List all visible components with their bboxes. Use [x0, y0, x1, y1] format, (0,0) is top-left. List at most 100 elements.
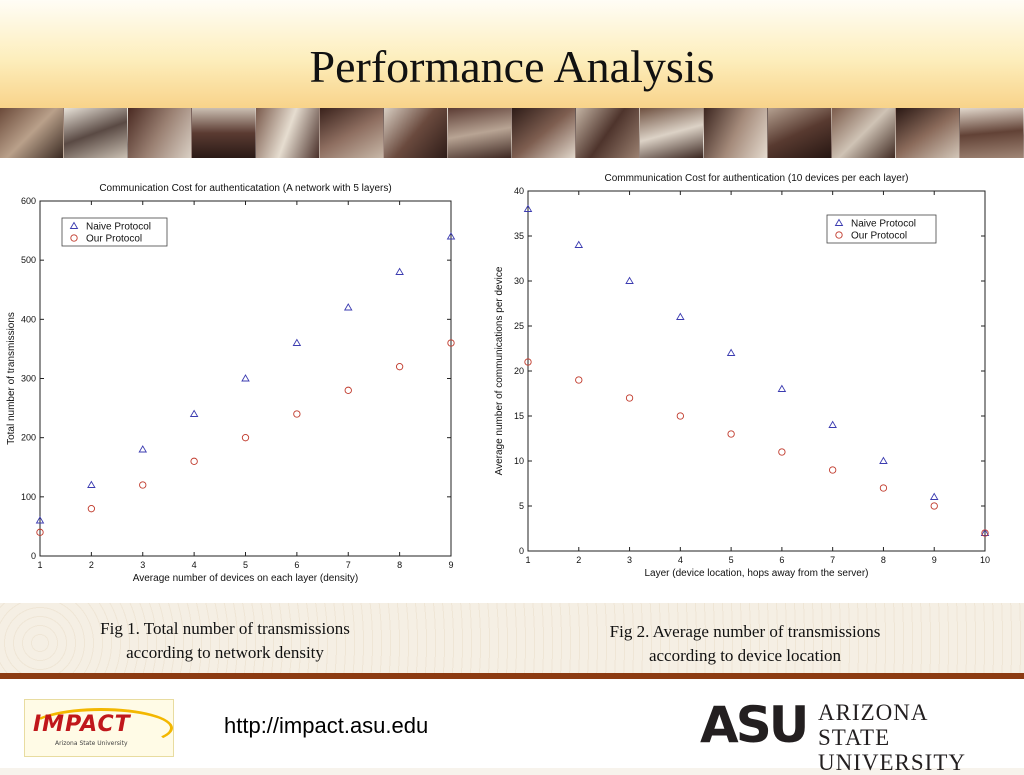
chart-title: Commmunication Cost for authentication (…: [604, 173, 908, 184]
y-tick-label: 100: [21, 492, 36, 502]
legend-entry-label: Our Protocol: [86, 234, 142, 245]
y-tick-label: 300: [21, 374, 36, 384]
our-protocol-point: [87, 505, 96, 513]
y-tick-label: 30: [514, 276, 524, 286]
legend-box: [61, 217, 168, 247]
photo-tile: [64, 108, 128, 158]
naive-protocol-point: [241, 374, 250, 382]
photo-tile: [576, 108, 640, 158]
website-url[interactable]: http://impact.asu.edu: [224, 713, 429, 738]
x-tick-label: 3: [140, 560, 145, 570]
x-tick-label: 2: [89, 560, 94, 570]
caption-line: according to network density: [126, 643, 324, 662]
y-tick-label: 40: [514, 186, 524, 196]
our-protocol-point: [930, 502, 938, 510]
our-protocol-point: [190, 457, 198, 465]
y-tick-label: 15: [514, 411, 524, 421]
our-protocol-point: [447, 339, 455, 347]
naive-protocol-point: [138, 445, 148, 453]
figure-1-caption: Fig 1. Total number of transmissions acc…: [60, 617, 390, 665]
legend-entry-label: Our Protocol: [851, 231, 907, 242]
caption-line: according to device location: [648, 646, 842, 665]
asu-logo-line: UNIVERSITY: [818, 750, 966, 775]
x-tick-label: 9: [932, 555, 937, 565]
naive-protocol-point: [625, 276, 634, 284]
naive-protocol-point: [980, 528, 990, 536]
photo-tile: [832, 108, 896, 158]
slide-title: Performance Analysis: [309, 41, 715, 92]
swoosh-icon: [29, 708, 173, 748]
our-protocol-point: [879, 484, 888, 492]
naive-protocol-point: [828, 420, 837, 428]
our-protocol-point: [524, 358, 532, 366]
y-axis-label: Average number of communications per dev…: [494, 266, 505, 475]
x-tick-label: 5: [243, 560, 248, 570]
naive-protocol-point: [676, 312, 685, 320]
legend-entry-label: Naive Protocol: [851, 219, 916, 230]
asu-logo-line: ARIZONA STATE: [818, 700, 928, 750]
x-tick-label: 4: [192, 560, 197, 570]
our-protocol-point: [625, 394, 634, 402]
naive-protocol-point: [446, 232, 456, 240]
our-protocol-point: [139, 481, 147, 489]
x-tick-label: 7: [830, 555, 835, 565]
asu-logo-name: ARIZONA STATE UNIVERSITY: [818, 700, 1000, 775]
naive-protocol-point: [929, 492, 939, 500]
plot-frame: [527, 190, 986, 552]
y-tick-label: 10: [514, 456, 524, 466]
legend-entry-label: Naive Protocol: [86, 222, 151, 233]
naive-protocol-point: [523, 204, 533, 212]
slide-header: Performance Analysis: [0, 0, 1024, 108]
naive-protocol-point: [777, 384, 787, 392]
x-tick-label: 2: [576, 555, 581, 565]
y-tick-label: 35: [514, 231, 524, 241]
naive-protocol-point: [189, 409, 199, 417]
our-protocol-point: [575, 376, 583, 384]
y-tick-label: 200: [21, 433, 36, 443]
x-tick-label: 1: [525, 555, 530, 565]
x-tick-label: 7: [346, 560, 351, 570]
y-tick-label: 20: [514, 366, 524, 376]
y-tick-label: 25: [514, 321, 524, 331]
x-axis-label: Average number of devices on each layer …: [133, 573, 359, 584]
our-protocol-point: [829, 466, 837, 474]
naive-protocol-point: [395, 267, 404, 275]
our-protocol-point: [778, 448, 786, 456]
x-tick-label: 6: [779, 555, 784, 565]
naive-protocol-point: [879, 456, 888, 464]
photo-tile: [192, 108, 256, 158]
photo-tile: [768, 108, 832, 158]
naive-protocol-point: [343, 303, 353, 311]
chart-1: Communication Cost for authenticatation …: [6, 183, 456, 584]
x-tick-label: 6: [294, 560, 299, 570]
footer-divider: [0, 673, 1024, 679]
x-tick-label: 8: [397, 560, 402, 570]
x-tick-label: 1: [37, 560, 42, 570]
photo-tile: [704, 108, 768, 158]
chart-2: Commmunication Cost for authentication (…: [494, 173, 990, 579]
naive-protocol-point: [574, 240, 584, 248]
x-tick-label: 5: [729, 555, 734, 565]
chart-panel-1: Communication Cost for authenticatation …: [0, 158, 470, 603]
our-protocol-point: [676, 412, 684, 420]
photo-tile: [320, 108, 384, 158]
impact-logo-word: IMPACT: [33, 712, 131, 737]
impact-logo-sub: Arizona State University: [55, 740, 128, 747]
y-axis-label: Total number of transmissions: [6, 312, 17, 445]
x-tick-label: 8: [881, 555, 886, 565]
y-tick-label: 400: [21, 314, 36, 324]
legend-box: [826, 214, 937, 244]
asu-logo: ASU ARIZONA STATE UNIVERSITY: [700, 696, 1000, 775]
legend-naive-marker: [69, 221, 79, 229]
chart-panel-2: Commmunication Cost for authentication (…: [494, 158, 1004, 603]
y-tick-label: 600: [21, 196, 36, 206]
our-protocol-point: [727, 430, 735, 438]
asu-logo-mark: ASU: [700, 696, 809, 754]
x-tick-label: 3: [627, 555, 632, 565]
x-tick-label: 9: [448, 560, 453, 570]
photo-tile: [640, 108, 704, 158]
naive-protocol-point: [726, 348, 736, 356]
x-tick-label: 10: [980, 555, 990, 565]
photo-tile: [256, 108, 320, 158]
naive-protocol-point: [292, 338, 302, 346]
